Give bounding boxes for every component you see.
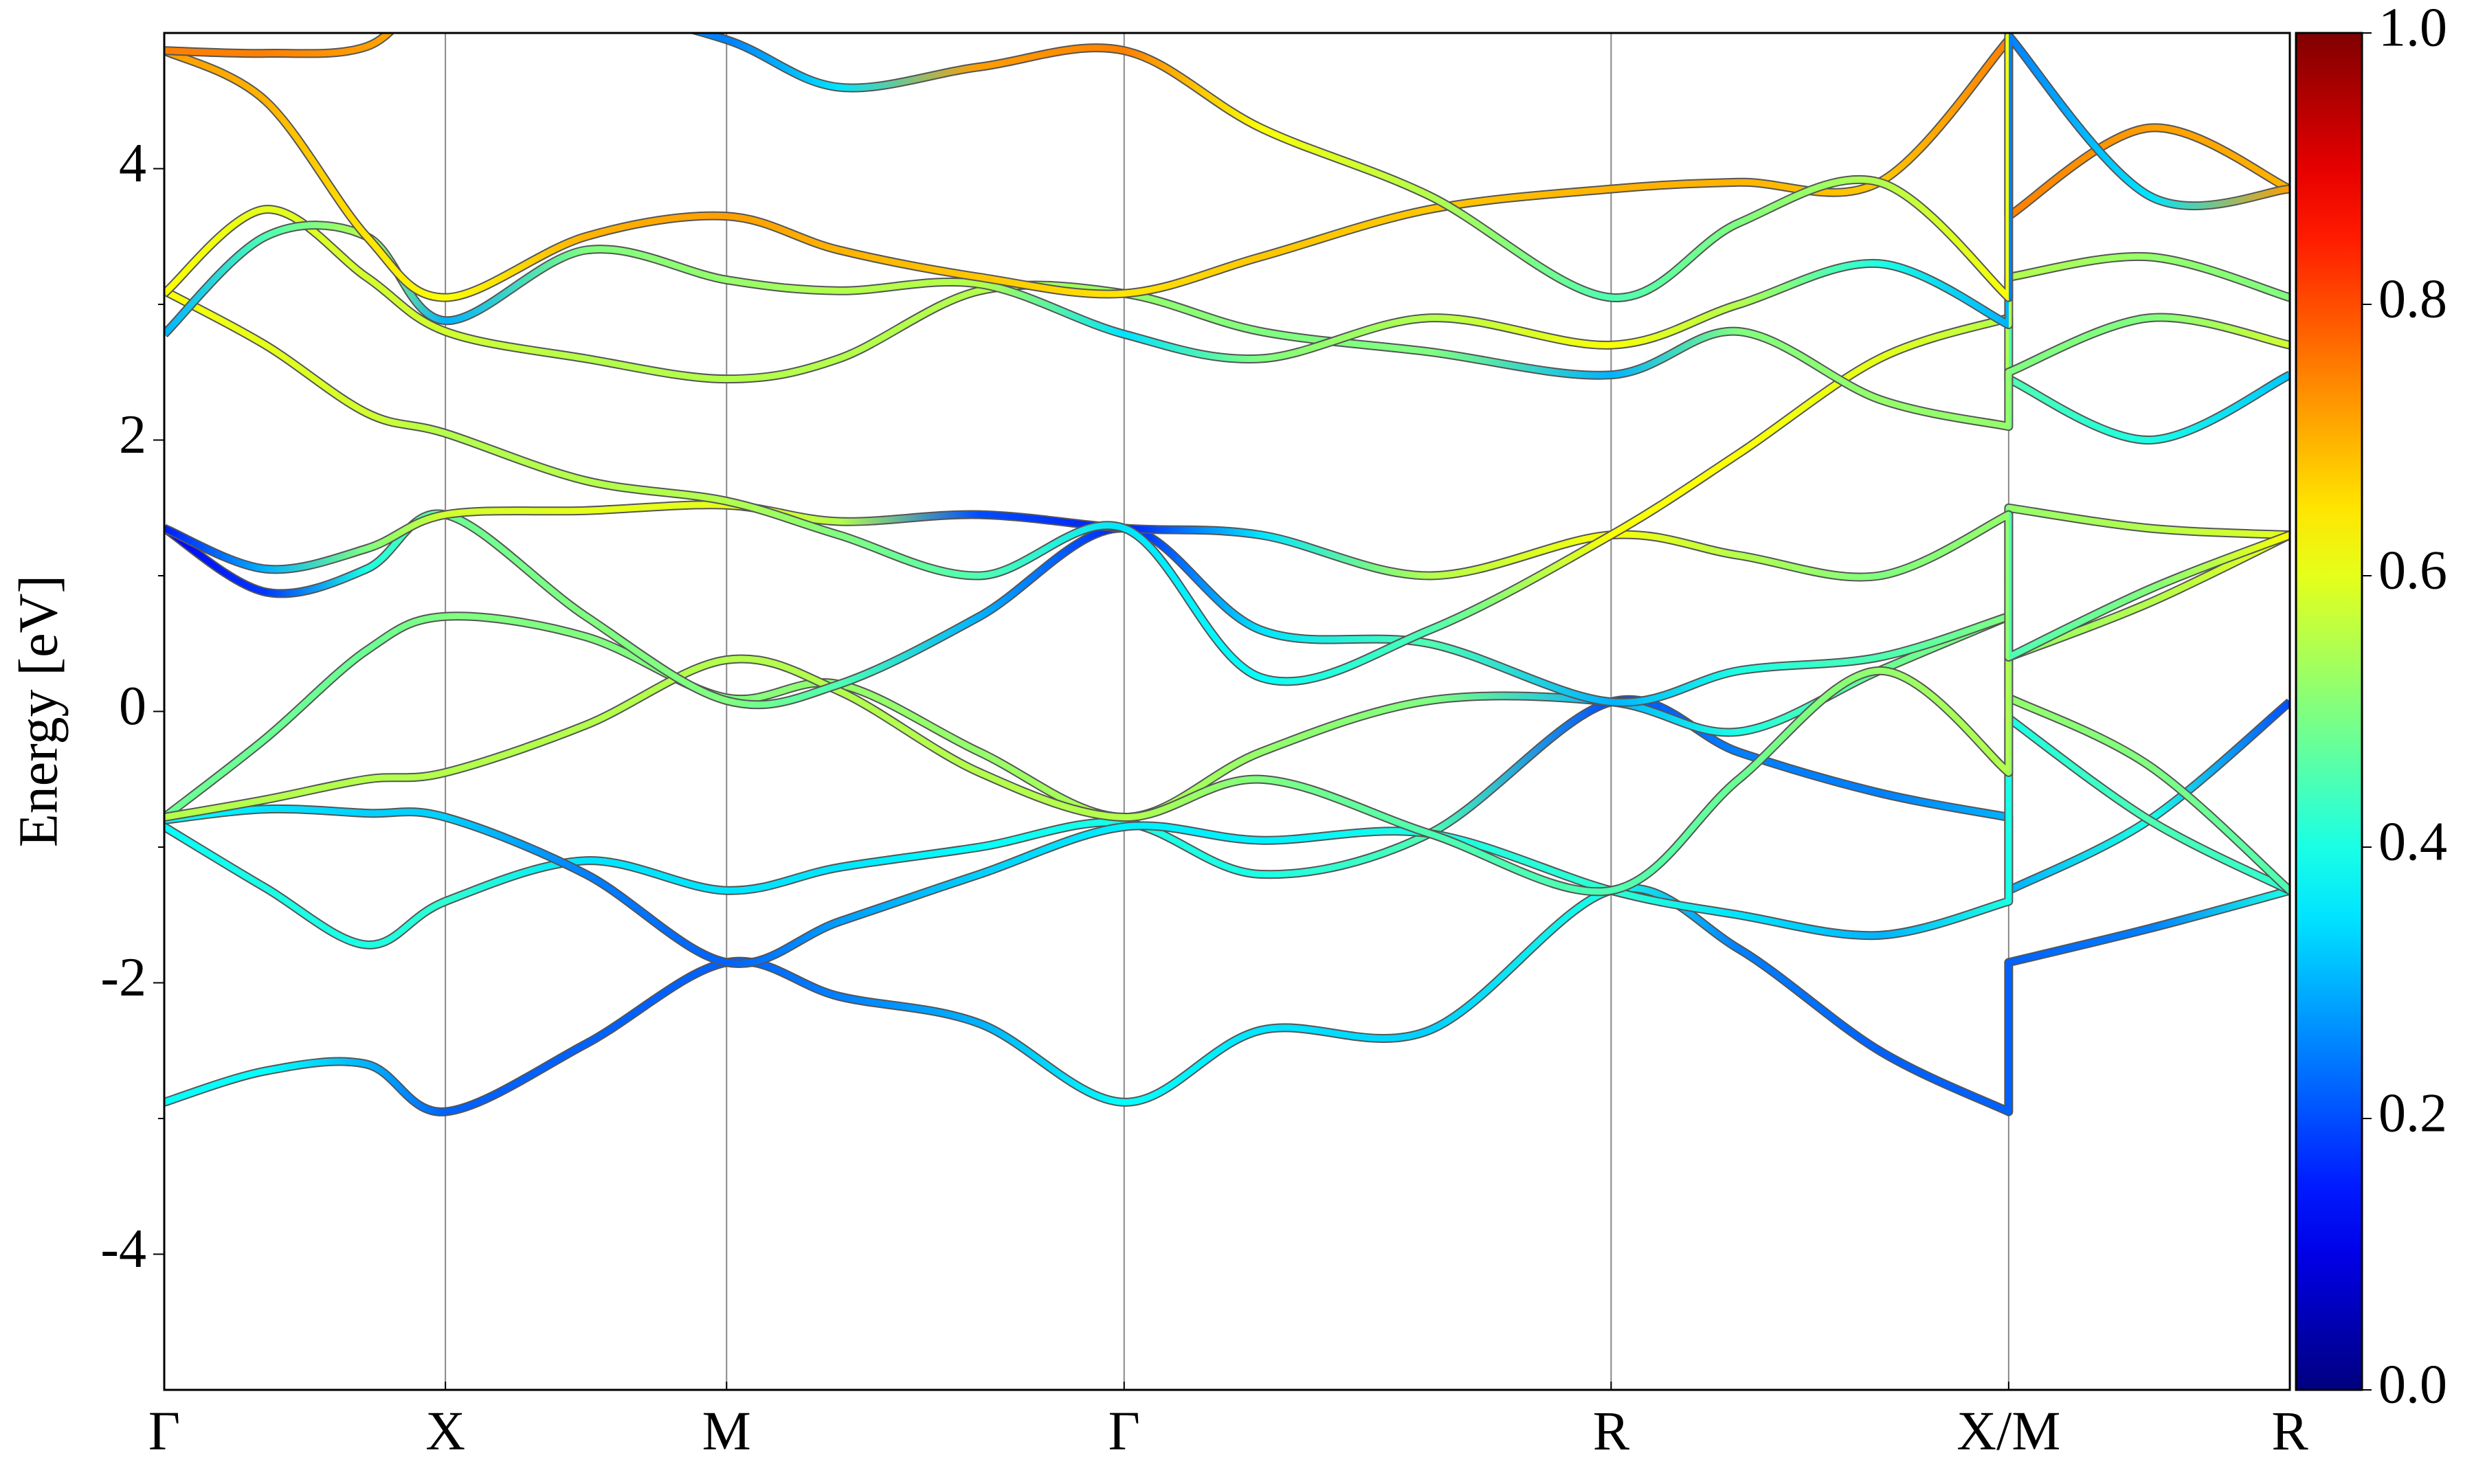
y-tick-label: 0 bbox=[119, 676, 146, 737]
x-tick-label: M bbox=[702, 1401, 751, 1461]
y-axis-label: Energy [eV] bbox=[8, 575, 69, 847]
colorbar bbox=[2295, 32, 2363, 1391]
band-outline bbox=[164, 713, 2290, 968]
band bbox=[164, 288, 2290, 685]
colorbar-tick-label: 0.2 bbox=[2378, 1083, 2447, 1143]
colorbar-tick-label: 1.0 bbox=[2378, 0, 2447, 58]
x-tick-label: X bbox=[425, 1401, 465, 1461]
band-outline bbox=[164, 884, 2290, 1116]
band bbox=[164, 502, 2290, 660]
colorbar-tick-label: 0.0 bbox=[2378, 1354, 2447, 1415]
x-tick-label: R bbox=[2271, 1401, 2308, 1461]
x-tick-label: Γ bbox=[148, 1401, 180, 1461]
band-outline bbox=[164, 205, 2290, 431]
band bbox=[164, 885, 2290, 1115]
band-outline bbox=[164, 286, 2290, 686]
x-tick-label: Γ bbox=[1108, 1401, 1140, 1461]
x-tick-label: X/M bbox=[1957, 1401, 2060, 1461]
x-tick-label: R bbox=[1593, 1401, 1630, 1461]
y-tick-label: 2 bbox=[119, 405, 146, 465]
band bbox=[164, 33, 2290, 301]
plot-frame bbox=[163, 32, 2291, 1391]
colorbar-tick-label: 0.6 bbox=[2378, 540, 2447, 600]
colorbar-tick-label: 0.8 bbox=[2378, 269, 2447, 329]
band bbox=[164, 715, 2290, 967]
y-tick-label: -2 bbox=[100, 947, 146, 1008]
band bbox=[164, 532, 2290, 895]
y-tick-label: -4 bbox=[100, 1219, 146, 1279]
band bbox=[164, 696, 2290, 948]
bands bbox=[164, 33, 2290, 1116]
band bbox=[164, 36, 2290, 301]
colorbar-tick-label: 0.4 bbox=[2378, 811, 2447, 872]
band bbox=[164, 206, 2290, 430]
y-tick-label: 4 bbox=[119, 133, 146, 194]
band bbox=[164, 222, 2290, 362]
